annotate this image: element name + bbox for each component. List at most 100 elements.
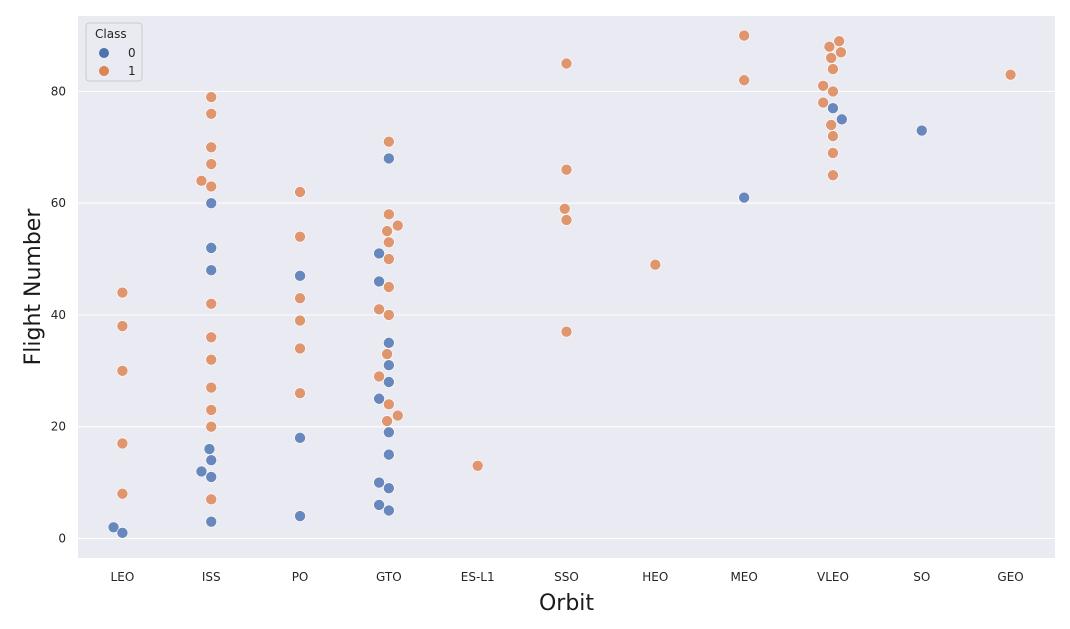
x-tick-label: HEO [642, 570, 668, 584]
data-point-class-1 [825, 119, 837, 131]
plot-area [78, 16, 1055, 558]
y-tick-label: 60 [51, 196, 66, 210]
x-tick-label: MEO [730, 570, 757, 584]
data-point-class-1 [383, 398, 395, 411]
data-point-class-1 [205, 297, 218, 310]
data-point-class-0 [373, 247, 385, 260]
legend-label: 1 [128, 64, 136, 78]
x-tick-label: SSO [554, 570, 579, 584]
data-points [107, 29, 1017, 539]
data-point-class-0 [383, 426, 395, 439]
data-point-class-0 [738, 191, 750, 204]
data-point-class-0 [294, 270, 306, 282]
data-point-class-0 [116, 527, 129, 539]
x-tick-label: VLEO [817, 570, 849, 584]
data-point-class-0 [205, 515, 218, 528]
data-point-class-1 [823, 40, 836, 53]
y-tick-label: 0 [58, 531, 66, 545]
data-point-class-1 [827, 147, 839, 159]
data-point-class-1 [649, 258, 662, 271]
data-point-class-1 [835, 46, 847, 59]
data-point-class-1 [560, 214, 573, 226]
data-point-class-1 [827, 130, 839, 142]
data-point-class-1 [116, 365, 129, 377]
data-point-class-1 [391, 409, 404, 422]
data-point-class-0 [195, 465, 208, 478]
data-point-class-1 [116, 286, 129, 299]
legend-box [85, 22, 143, 82]
data-point-class-0 [373, 499, 385, 511]
data-point-class-1 [383, 253, 395, 265]
data-point-class-0 [383, 448, 395, 461]
data-point-class-0 [383, 376, 395, 388]
data-point-class-0 [205, 471, 218, 483]
grid-lines [78, 90, 1055, 539]
data-point-class-1 [383, 135, 395, 148]
data-point-class-0 [203, 443, 216, 455]
data-point-class-0 [827, 102, 839, 114]
data-point-class-1 [738, 74, 750, 87]
legend: Class 01 [85, 22, 143, 82]
data-point-class-1 [383, 309, 395, 321]
data-point-class-1 [383, 208, 395, 221]
data-point-class-1 [116, 487, 129, 500]
data-point-class-1 [294, 186, 306, 198]
data-point-class-0 [383, 504, 395, 517]
data-point-class-1 [827, 63, 839, 75]
data-point-class-1 [205, 141, 218, 154]
data-point-class-1 [825, 52, 837, 64]
data-point-class-1 [817, 96, 829, 109]
y-tick-label: 80 [51, 84, 66, 98]
data-point-class-1 [294, 342, 306, 355]
data-point-class-1 [738, 29, 750, 42]
data-point-class-0 [383, 337, 395, 349]
data-point-class-0 [383, 359, 395, 372]
data-point-class-0 [205, 454, 218, 467]
x-tick-label: SO [913, 570, 930, 584]
data-point-class-1 [373, 303, 385, 316]
data-point-class-0 [205, 242, 218, 254]
data-point-class-1 [373, 370, 385, 383]
x-tick-labels: LEO ISS PO GTO ES-L1 SSO HEO MEO VLEO SO GEO [111, 570, 1024, 584]
x-tick-label: GTO [376, 570, 402, 584]
data-point-class-1 [205, 381, 218, 394]
data-point-class-0 [836, 113, 848, 126]
x-tick-label: GEO [997, 570, 1023, 584]
data-point-class-1 [1004, 68, 1017, 81]
data-point-class-1 [205, 180, 218, 193]
data-point-class-1 [827, 169, 839, 182]
data-point-class-0 [294, 432, 306, 444]
data-point-class-1 [558, 202, 571, 215]
x-tick-label: PO [292, 570, 309, 584]
data-point-class-0 [373, 392, 385, 405]
data-point-class-1 [294, 314, 306, 327]
data-point-class-1 [294, 230, 306, 243]
data-point-class-1 [833, 35, 845, 47]
data-point-class-1 [205, 353, 218, 366]
data-point-class-1 [817, 80, 829, 92]
data-point-class-0 [915, 124, 928, 137]
legend-marker [99, 66, 109, 76]
data-point-class-1 [383, 236, 395, 249]
data-point-class-1 [560, 325, 573, 338]
data-point-class-0 [205, 264, 218, 277]
data-point-class-1 [205, 331, 218, 344]
data-point-class-1 [381, 415, 393, 427]
y-tick-label: 20 [51, 420, 66, 434]
x-axis-label: Orbit [539, 591, 594, 616]
data-point-class-1 [294, 387, 306, 399]
data-point-class-0 [383, 152, 395, 165]
data-point-class-1 [205, 91, 218, 103]
legend-entries: 01 [99, 46, 136, 78]
data-point-class-1 [116, 320, 129, 332]
data-point-class-1 [205, 107, 218, 120]
x-tick-label: LEO [111, 570, 135, 584]
data-point-class-1 [195, 175, 208, 187]
data-point-class-0 [107, 521, 120, 534]
data-point-class-1 [381, 348, 393, 360]
legend-title: Class [95, 27, 127, 41]
data-point-class-0 [373, 476, 385, 489]
data-point-class-0 [294, 510, 306, 522]
data-point-class-0 [205, 197, 218, 209]
